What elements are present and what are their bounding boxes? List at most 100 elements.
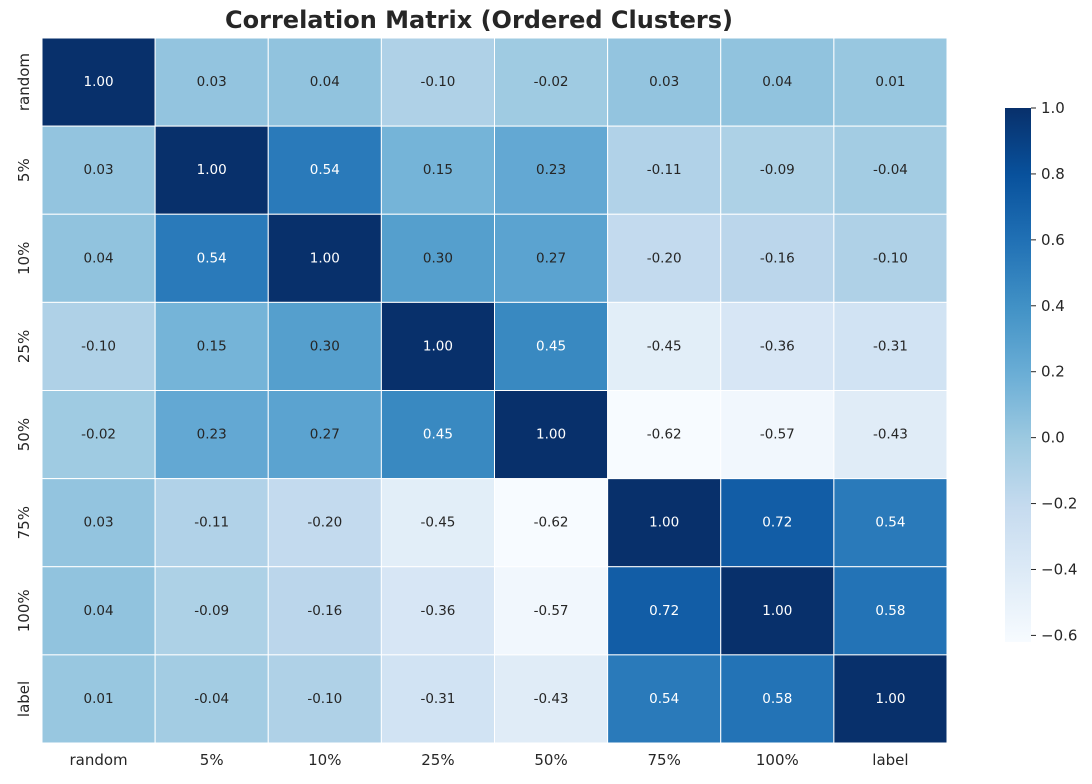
heatmap-cell — [494, 125, 609, 215]
colorbar-tick-label: −0.2 — [1041, 495, 1077, 513]
colorbar-tick-label: 0.0 — [1041, 429, 1065, 447]
y-tick-label: 75% — [15, 506, 33, 539]
cell-value-label: -0.02 — [534, 74, 569, 90]
cell-value-label: 0.54 — [649, 691, 679, 707]
cell-value-label: 1.00 — [875, 691, 905, 707]
heatmap-cell — [380, 301, 495, 391]
heatmap-cell — [267, 566, 382, 656]
heatmap-cell — [607, 125, 722, 215]
cell-value-label: -0.43 — [534, 691, 569, 707]
heatmap-cell — [154, 37, 269, 127]
cell-value-label: -0.45 — [420, 515, 455, 531]
cell-value-label: 0.03 — [649, 74, 679, 90]
heatmap-cell — [607, 566, 722, 656]
cell-value-label: 0.54 — [875, 515, 905, 531]
x-tick-label: 100% — [756, 751, 799, 769]
y-tick-label: 25% — [15, 330, 33, 363]
colorbar-tick-label: −0.4 — [1041, 560, 1077, 578]
cell-value-label: 0.45 — [423, 427, 453, 443]
heatmap-cell — [833, 654, 948, 744]
colorbar-tick-label: 0.4 — [1041, 297, 1065, 315]
cell-value-label: 1.00 — [310, 250, 340, 266]
heatmap-cell-labels: 1.00 0.03 0.04 -0.10 -0.02 0.03 0.04 0.01 0.03 1.… — [81, 74, 908, 707]
heatmap-cell — [380, 390, 495, 480]
cell-value-label: 0.23 — [536, 162, 566, 178]
cell-value-label: 1.00 — [197, 162, 227, 178]
cell-value-label: 0.27 — [310, 427, 340, 443]
cell-value-label: -0.62 — [534, 515, 569, 531]
cell-value-label: -0.31 — [873, 338, 908, 354]
cell-value-label: -0.57 — [760, 427, 795, 443]
cell-value-label: 1.00 — [536, 427, 566, 443]
heatmap-cell — [380, 654, 495, 744]
heatmap-cell — [267, 37, 382, 127]
heatmap-cells — [41, 37, 948, 744]
heatmap-cell — [154, 478, 269, 568]
x-tick-label: 75% — [648, 751, 681, 769]
cell-value-label: -0.62 — [647, 427, 682, 443]
x-tick-label: label — [872, 751, 908, 769]
cell-value-label: 0.03 — [84, 515, 114, 531]
heatmap-cell — [154, 566, 269, 656]
y-axis-tick-labels: random 5% 10% 25% 50% 75% 100% label — [15, 53, 33, 717]
cell-value-label: -0.11 — [194, 515, 229, 531]
colorbar-tick-label: 0.6 — [1041, 231, 1065, 249]
colorbar: 1.0 0.8 0.6 0.4 0.2 0.0 −0.2 −0.4 −0.6 — [1005, 99, 1077, 644]
cell-value-label: 0.04 — [762, 74, 792, 90]
heatmap-cell — [380, 125, 495, 215]
cell-value-label: 0.30 — [423, 250, 453, 266]
heatmap-cell — [720, 390, 835, 480]
heatmap-cell — [833, 125, 948, 215]
cell-value-label: 1.00 — [84, 74, 114, 90]
heatmap-cell — [267, 654, 382, 744]
cell-value-label: -0.04 — [194, 691, 229, 707]
heatmap-cell — [41, 301, 156, 391]
heatmap-cell — [607, 478, 722, 568]
cell-value-label: -0.16 — [760, 250, 795, 266]
y-tick-label: label — [15, 681, 33, 717]
cell-value-label: 0.58 — [875, 603, 905, 619]
heatmap-cell — [494, 37, 609, 127]
cell-value-label: -0.36 — [760, 338, 795, 354]
cell-value-label: 0.45 — [536, 338, 566, 354]
cell-value-label: 0.03 — [84, 162, 114, 178]
colorbar-ticks: 1.0 0.8 0.6 0.4 0.2 0.0 −0.2 −0.4 −0.6 — [1031, 99, 1077, 644]
y-tick-label: 50% — [15, 418, 33, 451]
heatmap-cell — [41, 213, 156, 303]
heatmap-cell — [154, 654, 269, 744]
heatmap-cell — [267, 478, 382, 568]
cell-value-label: 0.27 — [536, 250, 566, 266]
cell-value-label: -0.31 — [420, 691, 455, 707]
heatmap-cell — [607, 390, 722, 480]
heatmap-cell — [41, 566, 156, 656]
cell-value-label: 0.01 — [84, 691, 114, 707]
cell-value-label: 0.72 — [649, 603, 679, 619]
x-tick-label: 5% — [200, 751, 224, 769]
heatmap-cell — [154, 213, 269, 303]
heatmap-cell — [833, 566, 948, 656]
cell-value-label: -0.04 — [873, 162, 908, 178]
x-tick-label: random — [69, 751, 127, 769]
x-tick-label: 25% — [421, 751, 454, 769]
cell-value-label: -0.20 — [307, 515, 342, 531]
cell-value-label: 0.15 — [423, 162, 453, 178]
cell-value-label: 1.00 — [423, 338, 453, 354]
cell-value-label: -0.10 — [307, 691, 342, 707]
heatmap-cell — [720, 566, 835, 656]
cell-value-label: -0.10 — [420, 74, 455, 90]
heatmap-cell — [494, 478, 609, 568]
cell-value-label: -0.09 — [194, 603, 229, 619]
heatmap-cell — [267, 390, 382, 480]
cell-value-label: 0.23 — [197, 427, 227, 443]
colorbar-tick-label: −0.6 — [1041, 626, 1077, 644]
cell-value-label: -0.16 — [307, 603, 342, 619]
cell-value-label: 0.54 — [310, 162, 340, 178]
cell-value-label: 1.00 — [762, 603, 792, 619]
heatmap-cell — [607, 37, 722, 127]
y-tick-label: random — [15, 53, 33, 111]
heatmap-cell — [380, 213, 495, 303]
heatmap-cell — [720, 213, 835, 303]
cell-value-label: 0.04 — [84, 250, 114, 266]
